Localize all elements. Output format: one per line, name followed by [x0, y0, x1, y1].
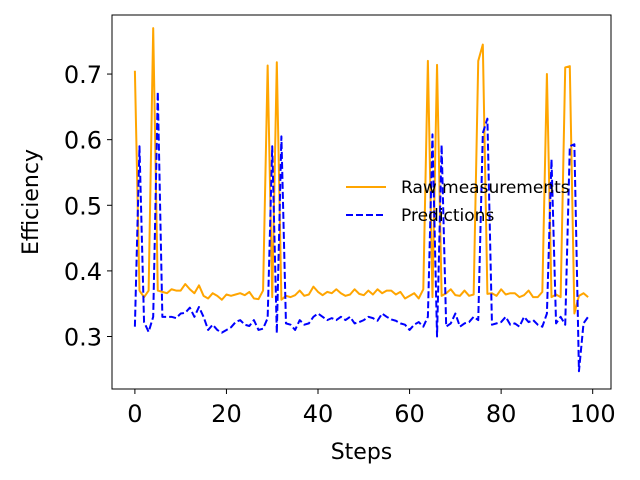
legend-label-raw-measurements: Raw measurements	[401, 178, 570, 198]
y-tick-label: 0.4	[64, 258, 102, 286]
x-tick-label: 60	[394, 400, 425, 428]
y-axis-title: Efficiency	[19, 149, 44, 255]
x-tick-label: 100	[570, 400, 616, 428]
x-tick-label: 40	[303, 400, 334, 428]
x-tick-label: 20	[211, 400, 242, 428]
legend-label-predictions: Predictions	[401, 206, 494, 226]
y-tick-label: 0.3	[64, 324, 102, 352]
series-line-raw-measurements	[133, 27, 589, 315]
x-axis-title: Steps	[331, 440, 393, 465]
y-tick-label: 0.5	[64, 192, 102, 220]
series-layer	[133, 27, 589, 373]
y-tick-label: 0.7	[64, 61, 102, 89]
x-tick-label: 0	[127, 400, 142, 428]
axes-layer: 0 20 40 60 80 100 0.3 0.4 0.5 0.6 0.7	[64, 61, 616, 428]
y-tick-label: 0.6	[64, 127, 102, 155]
series-line-predictions	[133, 90, 589, 373]
plot-frame	[111, 14, 612, 390]
x-tick-label: 80	[486, 400, 517, 428]
legend: Raw measurements Predictions	[346, 178, 570, 226]
